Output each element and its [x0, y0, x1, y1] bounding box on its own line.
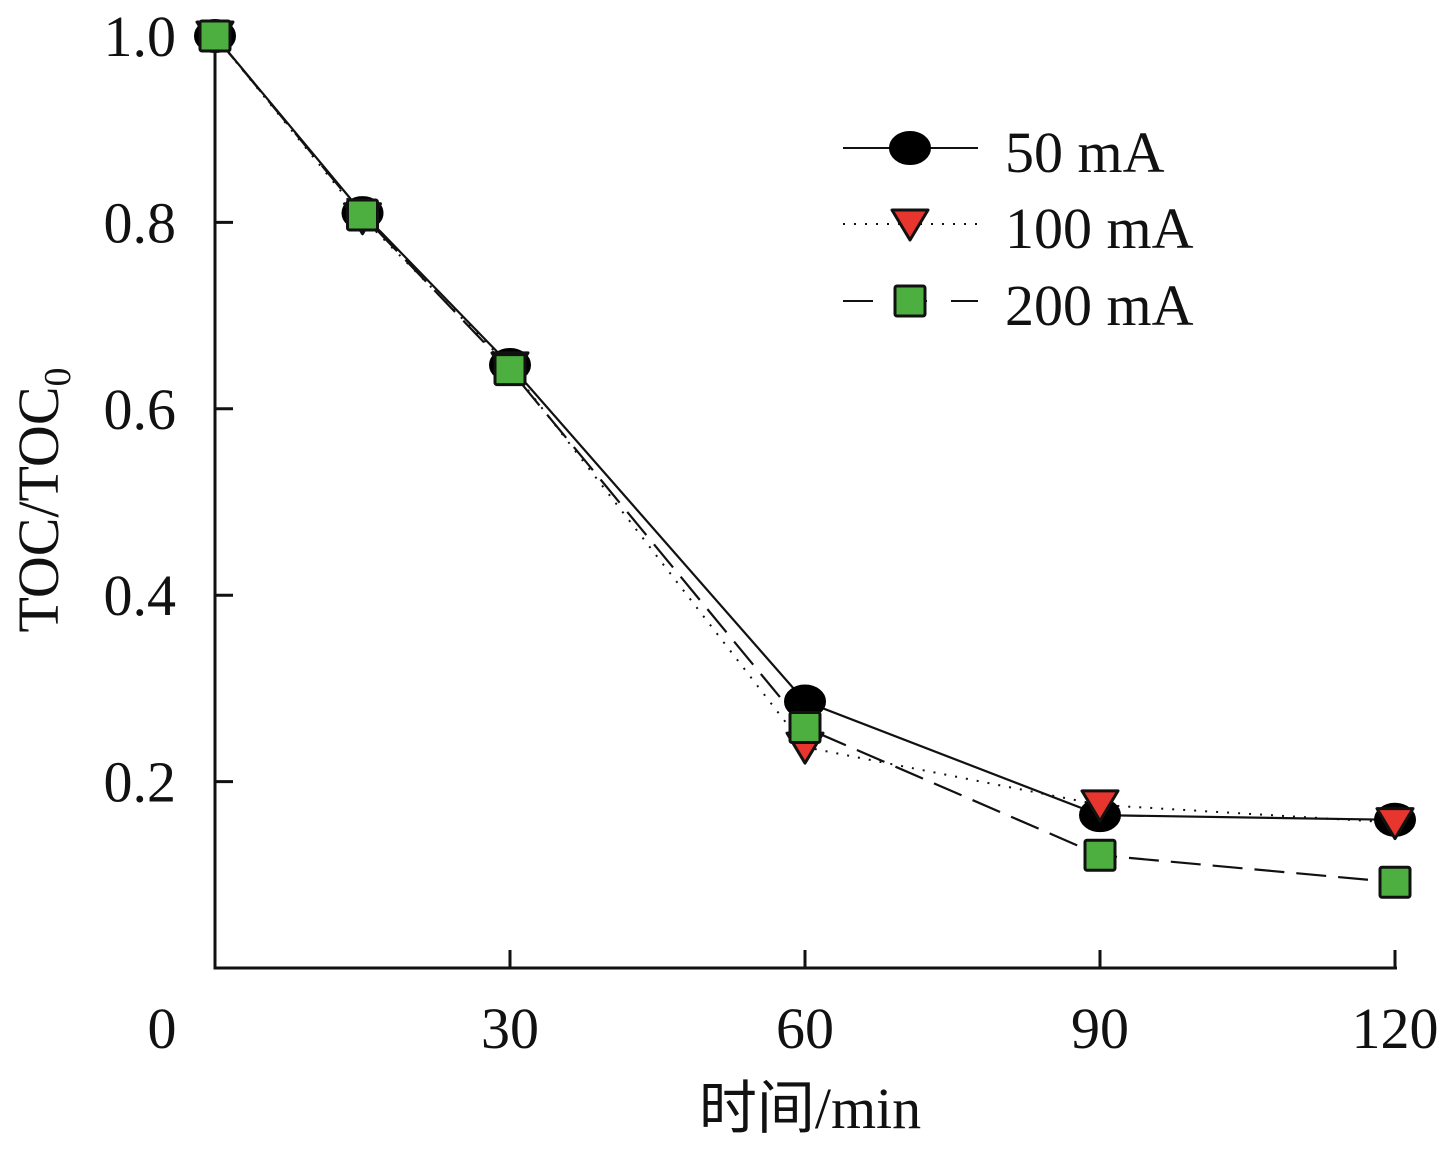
y-tick-label: 0.6: [104, 377, 177, 442]
data-point-series-3: [1378, 865, 1412, 899]
data-point-series-2: [1375, 807, 1415, 841]
legend-marker-3: [893, 284, 927, 318]
x-tick-label: 0: [148, 996, 177, 1061]
axes: [213, 36, 1397, 970]
x-axis-title: 时间/min: [699, 1076, 921, 1141]
legend-label-3: 200 mA: [1005, 273, 1194, 338]
data-point-series-3: [493, 353, 527, 387]
y-axis-title-main: TOC/TOC: [6, 386, 71, 632]
x-tick-label: 90: [1071, 996, 1129, 1061]
y-tick-label: 0.2: [104, 750, 177, 815]
y-tick-label: 1.0: [104, 4, 177, 69]
y-ticks: 0.2 0.4 0.6 0.8 1.0: [104, 4, 233, 815]
x-tick-label: 120: [1352, 996, 1439, 1061]
legend: 50 mA 100 mA 200 mA: [843, 120, 1194, 338]
legend-marker-1: [889, 131, 931, 165]
series-lines: [214, 35, 1396, 884]
series-markers: [194, 19, 1416, 899]
legend-label-1: 50 mA: [1005, 120, 1165, 185]
x-tick-label: 30: [481, 996, 539, 1061]
data-point-series-3: [198, 19, 232, 53]
x-tick-label: 60: [776, 996, 834, 1061]
data-point-series-3: [788, 711, 822, 745]
data-point-series-3: [346, 198, 379, 232]
y-tick-label: 0.8: [104, 190, 177, 255]
x-ticks: 0 30 60 90 120: [148, 950, 1439, 1061]
legend-label-2: 100 mA: [1005, 196, 1194, 261]
y-tick-label: 0.4: [104, 563, 177, 628]
data-point-series-3: [1083, 838, 1117, 872]
y-axis-title: TOC/TOC0: [6, 367, 79, 632]
y-axis-title-subscript: 0: [37, 367, 79, 386]
series-line-3: [214, 35, 1396, 884]
data-point-series-2: [1080, 789, 1120, 823]
legend-marker-2: [890, 208, 930, 242]
